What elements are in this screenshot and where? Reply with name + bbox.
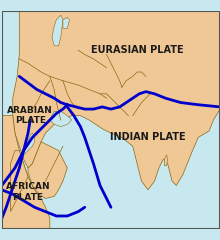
Polygon shape [28,142,67,198]
Polygon shape [164,155,168,166]
Polygon shape [11,150,28,212]
Text: ARABIAN
PLATE: ARABIAN PLATE [7,106,53,125]
Polygon shape [22,133,35,155]
Text: EURASIAN PLATE: EURASIAN PLATE [91,45,183,55]
Polygon shape [2,116,50,229]
Text: AFRICAN
PLATE: AFRICAN PLATE [6,182,50,202]
Text: INDIAN PLATE: INDIAN PLATE [110,132,186,143]
Polygon shape [63,18,70,28]
Polygon shape [50,111,72,126]
Polygon shape [52,15,63,46]
Polygon shape [13,11,220,190]
